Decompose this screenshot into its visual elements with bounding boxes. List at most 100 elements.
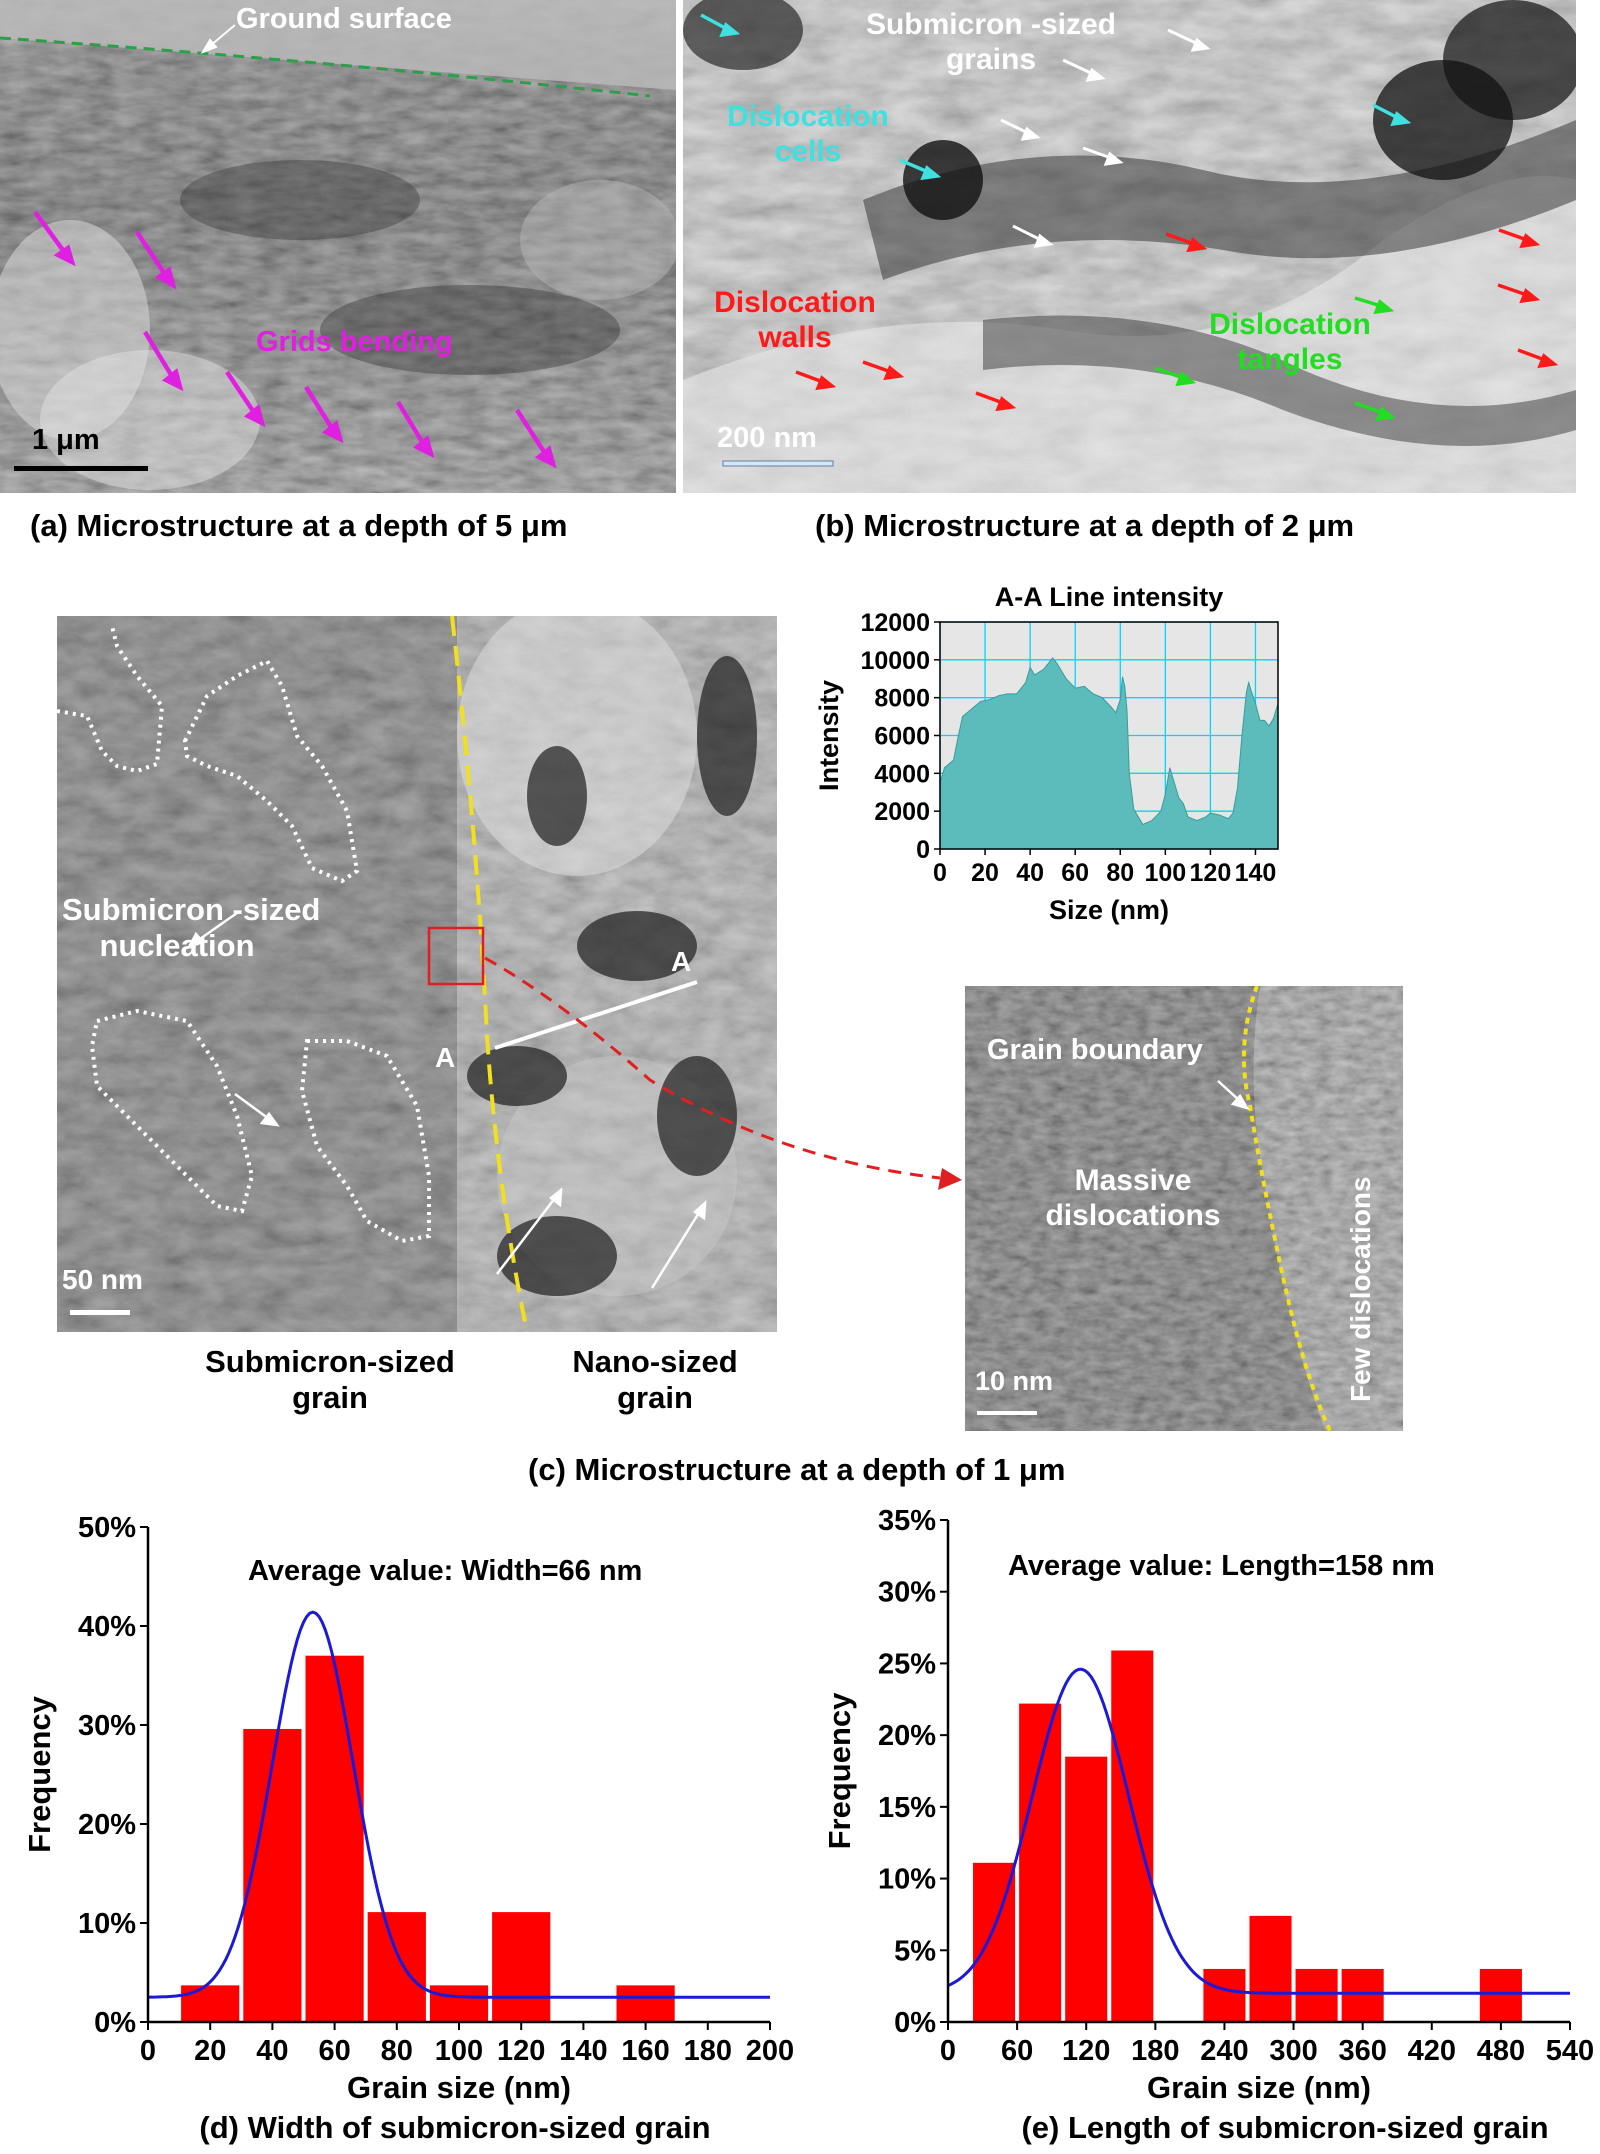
histogram-bar [243,1728,302,2022]
submicron-grain-line1: Submicron-sized [205,1344,455,1379]
massive-label: Massive dislocations [1033,1164,1233,1233]
y-axis-label: Intensity [814,680,844,791]
y-tick-label: 12000 [860,609,930,637]
y-tick-label: 5% [894,1935,936,1967]
y-tick-label: 8000 [874,685,930,713]
x-tick-label: 0 [933,859,947,887]
nano-grain-line2: grain [617,1379,693,1415]
inset-image [965,986,1403,1431]
y-tick-label: 0% [894,2007,936,2039]
x-tick-label: 60 [1001,2035,1033,2067]
y-tick-label: 0 [916,836,930,864]
massive-label-line1: Massive [1074,1164,1192,1197]
histogram-bar [1479,1968,1522,2022]
y-tick-label: 50% [78,1512,136,1544]
nucleation-label-line1: Submicron -sized [62,892,321,927]
grids-bending-label: Grids bending [256,326,453,358]
boundary-line-c [450,616,529,1332]
cells-label-line2: cells [774,134,842,168]
scale-bar-c [70,1310,130,1315]
x-tick-label: 240 [1200,2035,1248,2067]
y-tick-label: 4000 [874,760,930,788]
x-tick-label: 20 [971,859,999,887]
y-tick-label: 15% [878,1792,936,1824]
x-tick-label: 480 [1477,2035,1525,2067]
histogram-bar [1065,1756,1108,2022]
micrograph-a-image [0,0,676,493]
walls-label: Dislocation walls [705,286,885,355]
grain-arrows [1000,28,1211,248]
width-histogram: 0 20 40 60 80 100 120 140 160 180 200 0% 10% 20% 30% 40… [22,1512,794,2145]
x-tick-label: 140 [559,2035,607,2067]
scale-bar-b [722,460,834,467]
a-right-label: A [671,946,692,977]
grains-label: Submicron -sized grains [851,8,1131,77]
x-tick-label: 200 [746,2035,794,2067]
x-tick-label: 80 [1106,859,1134,887]
histogram-bar [1295,1968,1338,2022]
tangles-label-line1: Dislocation [1209,308,1371,341]
y-tick-label: 6000 [874,723,930,751]
histogram-bar [1019,1703,1062,2022]
x-tick-label: 60 [318,2035,350,2067]
chart-caption: (e) Length of submicron-sized grain [1021,2110,1548,2145]
grains-label-line2: grains [945,42,1037,76]
x-tick-label: 180 [1131,2035,1179,2067]
x-axis-label: Grain size (nm) [1147,2070,1371,2105]
tangles-label: Dislocation tangles [1195,308,1385,377]
histogram-bar [492,1912,551,2022]
histogram-bar [1249,1915,1292,2022]
histogram-bar [181,1985,240,2022]
scale-bar-b-label: 200 nm [717,422,817,454]
gaussian-fit [947,1667,1570,1995]
cell-arrows [700,13,1412,181]
histogram-bar [616,1985,675,2022]
submicron-grain-line2: grain [292,1379,368,1415]
x-tick-label: 420 [1408,2035,1456,2067]
ground-surface-label: Ground surface [236,3,452,35]
y-tick-label: 30% [878,1577,936,1609]
intensity-area [939,657,1279,850]
average-annotation: Average value: Length=158 nm [1008,1550,1435,1582]
massive-label-line2: dislocations [1045,1198,1221,1232]
x-tick-label: 360 [1338,2035,1386,2067]
micrograph-b: Submicron -sized grains Dislocation cell… [683,0,1576,493]
histogram-bar [1203,1968,1246,2022]
nano-grain-label: Nano-sized grain [540,1344,770,1415]
histogram-bar [305,1655,364,2022]
tangle-arrows [1154,296,1397,422]
scale-bar-inset-label: 10 nm [975,1366,1054,1396]
histogram-bar [1111,1650,1154,2022]
x-tick-label: 140 [1235,859,1277,887]
x-tick-label: 20 [194,2035,226,2067]
walls-label-line1: Dislocation [714,286,876,319]
cells-label: Dislocation cells [718,100,898,169]
micrograph-b-image [683,0,1576,493]
y-tick-label: 10% [878,1864,936,1896]
y-axis-label: Frequency [822,1692,857,1850]
scale-bar-inset [977,1411,1037,1415]
caption-c: (c) Microstructure at a depth of 1 μm [528,1452,1066,1487]
tangles-label-line2: tangles [1237,342,1343,376]
caption-a: (a) Microstructure at a depth of 5 μm [30,508,568,543]
y-tick-label: 10% [78,1908,136,1940]
few-dislocations-label: Few dislocations [1345,1176,1376,1402]
y-tick-label: 25% [878,1648,936,1680]
x-tick-label: 60 [1061,859,1089,887]
y-tick-label: 2000 [874,798,930,826]
y-tick-label: 20% [78,1809,136,1841]
x-tick-label: 0 [140,2035,156,2067]
scale-bar-a [14,466,148,471]
wall-arrows [795,228,1559,412]
x-axis-label: Grain size (nm) [347,2070,571,2105]
x-tick-label: 100 [1144,859,1186,887]
line-intensity-chart: 0 20 40 60 80 100 120 140 0 2000 4000 6000 8000 10000… [814,582,1279,925]
chart-caption: (d) Width of submicron-sized grain [199,2110,710,2145]
y-tick-label: 35% [878,1505,936,1537]
histogram-bar [367,1912,426,2022]
inset-arrow [1217,1080,1250,1111]
average-annotation: Average value: Width=66 nm [248,1555,642,1587]
zoom-box [427,926,485,986]
x-axis-label: Size (nm) [1049,895,1169,925]
x-tick-label: 100 [435,2035,483,2067]
